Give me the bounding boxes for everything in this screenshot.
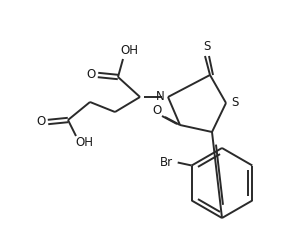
Text: S: S	[231, 97, 239, 110]
Text: O: O	[86, 69, 96, 82]
Text: OH: OH	[75, 135, 93, 148]
Text: O: O	[36, 115, 46, 128]
Text: OH: OH	[120, 45, 138, 58]
Text: S: S	[203, 40, 211, 53]
Text: N: N	[156, 90, 164, 103]
Text: O: O	[152, 103, 162, 117]
Text: Br: Br	[160, 156, 173, 169]
